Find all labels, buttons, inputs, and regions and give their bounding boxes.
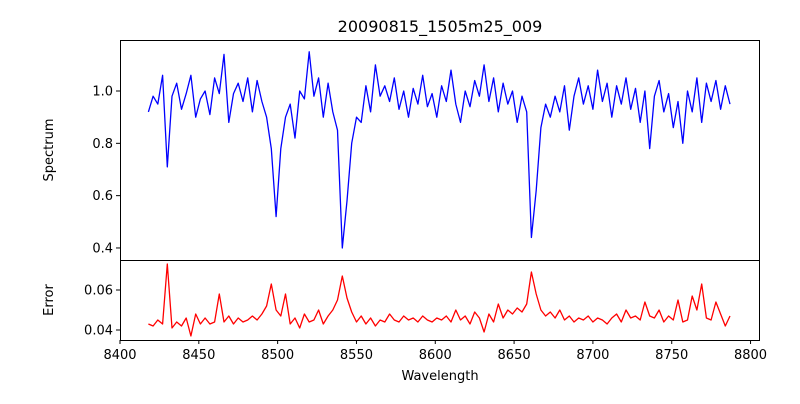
x-axis-label: Wavelength xyxy=(401,369,478,384)
spectrum-y-tick-label: 1.0 xyxy=(92,85,113,100)
spectrum-y-tick-label: 0.6 xyxy=(92,189,113,204)
x-tick-label: 8700 xyxy=(576,348,609,363)
error-y-tick-label: 0.06 xyxy=(84,284,113,299)
error-ylabel: Error xyxy=(42,284,57,316)
x-tick-label: 8600 xyxy=(419,348,452,363)
error-series-line xyxy=(148,263,731,337)
spectrum-ylabel: Spectrum xyxy=(42,119,57,182)
x-tick-label: 8400 xyxy=(103,348,136,363)
spectrum-series-line xyxy=(147,51,731,249)
x-tick-label: 8500 xyxy=(261,348,294,363)
x-tick-label: 8450 xyxy=(182,348,215,363)
x-tick-label: 8750 xyxy=(655,348,688,363)
x-tick-label: 8650 xyxy=(498,348,531,363)
error-axes-frame xyxy=(120,260,760,341)
error-y-tick-label: 0.04 xyxy=(84,324,113,339)
x-tick-label: 8550 xyxy=(340,348,373,363)
spectrum-y-tick-label: 0.4 xyxy=(92,241,113,256)
spectrum-axes-frame xyxy=(120,40,760,261)
x-tick-label: 8800 xyxy=(734,348,767,363)
chart-title: 20090815_1505m25_009 xyxy=(338,17,543,37)
spectrum-y-tick-label: 0.8 xyxy=(92,137,113,152)
